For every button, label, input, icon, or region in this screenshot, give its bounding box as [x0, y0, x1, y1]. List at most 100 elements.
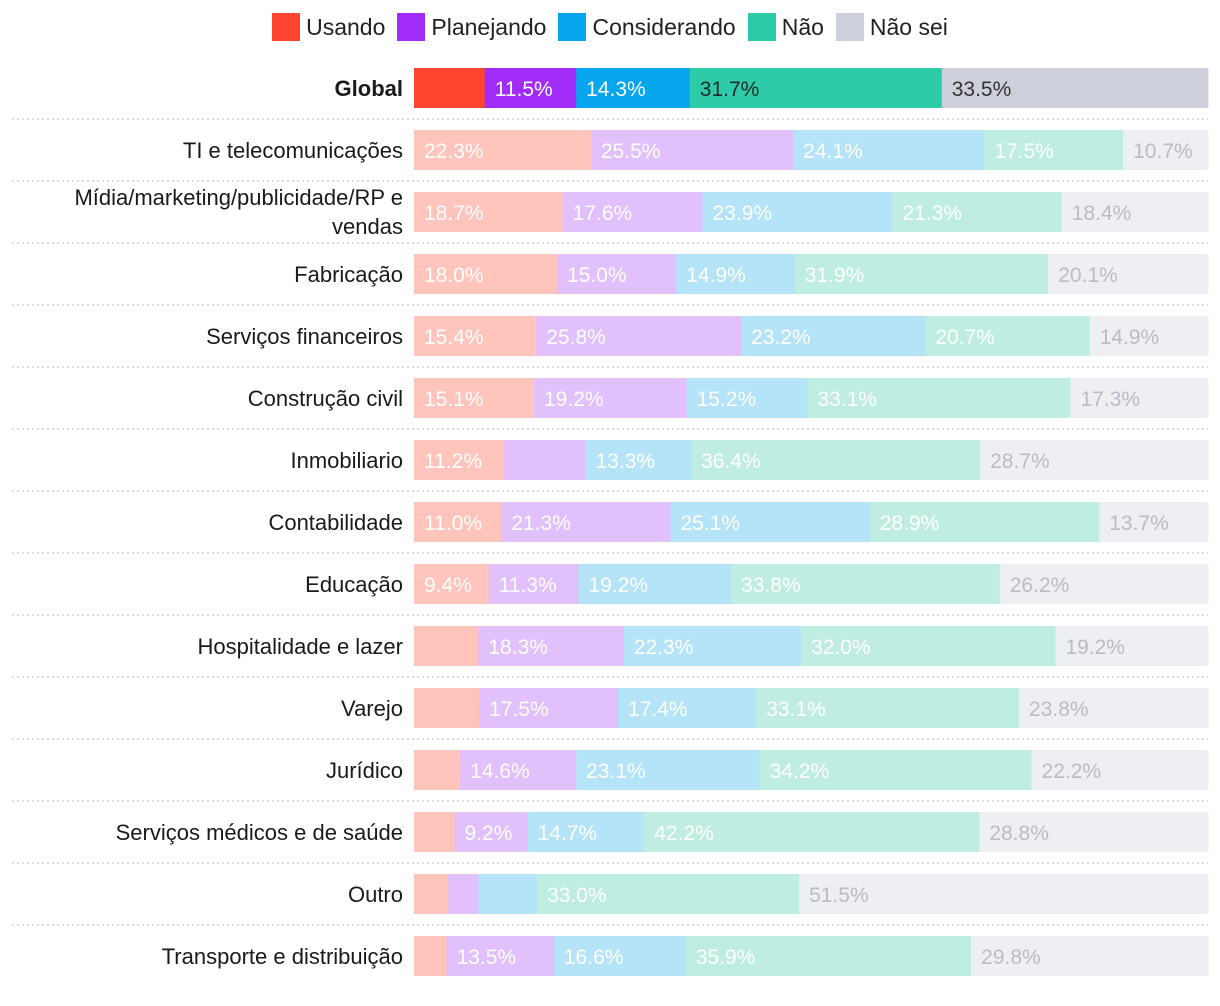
- data-label: 21.3%: [902, 202, 962, 225]
- bar-segment-considerando: [623, 626, 802, 666]
- data-label: 11.2%: [424, 450, 482, 473]
- data-label: 19.2%: [544, 388, 604, 411]
- bar-segment-nao: [689, 68, 943, 108]
- bar-segment-considerando: [686, 378, 808, 418]
- bar-segment-nao: [984, 130, 1124, 170]
- data-label: 42.2%: [654, 822, 714, 845]
- legend-swatch: [835, 13, 864, 41]
- row-label: Inmobiliario: [291, 448, 404, 473]
- data-label: 15.2%: [697, 388, 757, 411]
- bar-row-transporte-e-distribuicao: Transporte e distribuição 13.5% 16.6% 35.9%…: [162, 936, 1209, 976]
- data-label: 22.3%: [424, 140, 484, 163]
- data-label: 31.9%: [805, 264, 865, 287]
- bar-segment-usando: [414, 936, 447, 976]
- row-label: Serviços financeiros: [206, 324, 403, 349]
- data-label: 28.9%: [880, 512, 940, 535]
- bar-segment-considerando: [585, 440, 692, 480]
- row-label: Hospitalidade e lazer: [198, 634, 403, 659]
- bar-segment-planejando: [454, 812, 528, 852]
- legend-swatch: [558, 13, 587, 41]
- bar-segment-considerando: [702, 192, 893, 232]
- bar-segment-nao-sei: [1055, 626, 1209, 666]
- data-label: 15.1%: [424, 388, 484, 411]
- bar-segment-planejando: [536, 316, 742, 356]
- data-label: 51.5%: [809, 884, 869, 907]
- legend-item-nao-sei: Não sei: [835, 13, 948, 41]
- bar-segment-nao-sei: [1123, 130, 1209, 170]
- data-label: 24.1%: [803, 140, 863, 163]
- legend-swatch: [272, 13, 301, 41]
- data-label: 33.1%: [817, 388, 877, 411]
- data-label: 31.7%: [700, 78, 760, 101]
- bar-segment-usando: [414, 440, 504, 480]
- bar-segment-nao-sei: [1031, 750, 1209, 790]
- bar-segment-nao: [756, 688, 1020, 728]
- data-label: 23.9%: [713, 202, 773, 225]
- bar-segment-nao: [869, 502, 1100, 542]
- bar-segment-planejando: [590, 130, 794, 170]
- legend-item-usando: Usando: [272, 13, 385, 41]
- data-label: 23.1%: [586, 760, 646, 783]
- bar-segment-nao: [807, 378, 1071, 418]
- data-label: 14.3%: [586, 78, 646, 101]
- bar-segment-considerando: [676, 254, 796, 294]
- row-label: Contabilidade: [268, 510, 403, 535]
- bar-segment-planejando: [562, 192, 703, 232]
- data-label: 36.4%: [701, 450, 761, 473]
- row-label-line: vendas: [332, 214, 403, 239]
- bar-segment-nao-sei: [941, 68, 1209, 108]
- data-label: 35.9%: [696, 946, 756, 969]
- bar-segment-nao: [925, 316, 1091, 356]
- bar-segment-nao-sei: [1048, 254, 1209, 294]
- bar-row-ti-e-telecomunicacoes: TI e telecomunicações 22.3% 25.5% 24.1% 17.5…: [12, 130, 1209, 182]
- row-label: Fabricação: [294, 262, 403, 287]
- data-label: 14.6%: [470, 760, 530, 783]
- data-label: 25.8%: [546, 326, 606, 349]
- legend-label: Planejando: [431, 13, 547, 40]
- bar-segment-planejando: [446, 936, 555, 976]
- data-label: 18.7%: [424, 202, 484, 225]
- data-label: 25.1%: [680, 512, 740, 535]
- data-label: 33.1%: [766, 698, 826, 721]
- data-label: 33.0%: [547, 884, 607, 907]
- row-label: Outro: [348, 882, 403, 907]
- row-label: TI e telecomunicações: [183, 138, 403, 163]
- data-label: 9.2%: [464, 822, 512, 845]
- bar-row-juridico: Jurídico 14.6% 23.1% 34.2% 22.2%: [12, 750, 1209, 802]
- bar-segment-nao-sei: [1099, 502, 1209, 542]
- bar-segment-usando: [414, 874, 449, 914]
- row-label: Educação: [305, 572, 403, 597]
- row-label-line: Mídia/marketing/publicidade/RP e: [74, 185, 403, 210]
- legend-item-planejando: Planejando: [397, 13, 546, 41]
- bar-segment-nao: [644, 812, 980, 852]
- bar-row-midia-marketing-publicidade-rp-e-vendas: Mídia/marketing/publicidade/RP e vendas 18…: [12, 185, 1209, 244]
- data-label: 14.9%: [686, 264, 746, 287]
- bar-segment-nao: [892, 192, 1063, 232]
- bar-segment-planejando: [479, 688, 619, 728]
- bar-segment-nao-sei: [1089, 316, 1209, 356]
- data-label: 33.5%: [952, 78, 1012, 101]
- data-label: 20.1%: [1058, 264, 1118, 287]
- legend-label: Não sei: [869, 13, 948, 40]
- legend: Usando Planejando Considerando Não Não sei: [0, 10, 1220, 44]
- bar-segment-planejando: [460, 750, 577, 790]
- bar-segment-planejando: [448, 874, 479, 914]
- data-label: 21.3%: [511, 512, 571, 535]
- bar-segment-nao: [794, 254, 1049, 294]
- legend-swatch: [747, 13, 776, 41]
- row-label: Transporte e distribuição: [162, 944, 403, 969]
- bar-row-varejo: Varejo 17.5% 17.4% 33.1% 23.8%: [12, 688, 1209, 740]
- bar-segment-considerando: [553, 936, 687, 976]
- bar-segment-nao: [801, 626, 1056, 666]
- bar-segment-usando: [414, 564, 490, 604]
- data-label: 34.2%: [770, 760, 830, 783]
- data-label: 33.8%: [741, 574, 801, 597]
- data-label: 17.4%: [628, 698, 688, 721]
- row-label: Serviços médicos e de saúde: [116, 820, 403, 845]
- bar-segment-nao: [685, 936, 972, 976]
- data-label: 16.6%: [564, 946, 624, 969]
- bar-row-fabricacao: Fabricação 18.0% 15.0% 14.9% 31.9% 20.1%: [12, 254, 1209, 306]
- data-label: 14.7%: [538, 822, 598, 845]
- bar-segment-considerando: [670, 502, 871, 542]
